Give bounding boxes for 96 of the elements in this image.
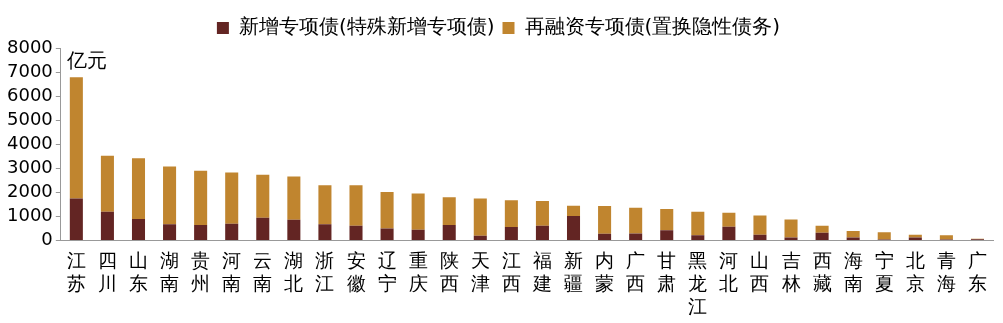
x-tick-label: 湖南 bbox=[160, 248, 180, 294]
bar bbox=[815, 225, 829, 233]
bar bbox=[349, 185, 363, 226]
x-tick-label: 四川 bbox=[97, 248, 117, 294]
x-tick-label: 内蒙 bbox=[595, 248, 615, 294]
bar bbox=[691, 211, 705, 236]
x-tick-label: 陕西 bbox=[439, 248, 459, 294]
bar bbox=[131, 218, 146, 241]
x-tick-label: 福建 bbox=[531, 248, 552, 294]
bar bbox=[660, 209, 674, 231]
bar bbox=[784, 237, 798, 241]
y-axis-title: 亿元 bbox=[65, 48, 107, 73]
bar bbox=[722, 212, 736, 227]
bar bbox=[163, 224, 177, 241]
bar bbox=[318, 224, 332, 241]
bar bbox=[473, 198, 487, 236]
x-tick-label: 新疆 bbox=[564, 248, 584, 294]
bar bbox=[442, 197, 456, 225]
y-tick-label: 7000 bbox=[7, 59, 53, 81]
x-tick-label: 山西 bbox=[750, 248, 770, 294]
y-tick-label: 3000 bbox=[7, 156, 53, 178]
x-tick-label: 湖北 bbox=[284, 248, 304, 294]
bar bbox=[691, 235, 705, 241]
bar bbox=[349, 225, 363, 241]
bar bbox=[629, 207, 643, 234]
bar bbox=[846, 237, 860, 241]
y-tick-label: 0 bbox=[41, 228, 53, 250]
x-tick-label: 山东 bbox=[128, 248, 148, 294]
bar bbox=[225, 172, 239, 224]
x-tick-label: 吉林 bbox=[780, 248, 801, 294]
x-tick-label: 海南 bbox=[843, 248, 863, 294]
y-tick-label: 8000 bbox=[7, 35, 53, 57]
bar bbox=[504, 227, 518, 241]
x-tick-label: 江苏 bbox=[66, 248, 86, 294]
bar bbox=[411, 229, 425, 241]
x-tick-label: 重庆 bbox=[408, 248, 428, 294]
x-tick-label: 广西 bbox=[626, 248, 646, 294]
bar bbox=[566, 205, 581, 217]
bar bbox=[598, 233, 612, 241]
bar bbox=[287, 219, 301, 241]
bar bbox=[318, 185, 332, 225]
x-tick-label: 天津 bbox=[470, 248, 490, 294]
bar bbox=[411, 193, 425, 230]
x-tick-label: 青海 bbox=[936, 248, 956, 294]
x-tick-label: 广东 bbox=[967, 248, 987, 294]
bar bbox=[100, 211, 114, 241]
bar bbox=[753, 215, 767, 235]
bar bbox=[504, 200, 518, 228]
x-tick-label: 甘肃 bbox=[657, 248, 677, 294]
y-tick-label: 1000 bbox=[7, 204, 53, 226]
legend-label: 新增专项债(特殊新增专项债) bbox=[238, 14, 495, 39]
bar bbox=[535, 225, 549, 241]
y-tick-label: 6000 bbox=[7, 83, 53, 105]
x-tick-label: 安徽 bbox=[346, 248, 366, 294]
bar bbox=[194, 224, 208, 241]
bar bbox=[473, 235, 487, 241]
bar bbox=[442, 224, 456, 241]
y-tick-label: 5000 bbox=[7, 107, 53, 129]
x-tick-label: 河北 bbox=[719, 248, 739, 294]
x-tick-label: 河南 bbox=[222, 248, 242, 294]
bar bbox=[629, 233, 643, 241]
bar bbox=[256, 174, 270, 218]
bar bbox=[69, 77, 83, 199]
x-tick-label: 黑龙江 bbox=[688, 248, 708, 317]
x-tick-label: 浙江 bbox=[315, 248, 335, 294]
bar bbox=[535, 200, 549, 226]
bar bbox=[163, 166, 177, 225]
x-tick-label: 辽宁 bbox=[377, 248, 397, 294]
bar bbox=[380, 228, 394, 241]
bar bbox=[598, 205, 612, 234]
bar bbox=[939, 235, 953, 240]
bar bbox=[566, 216, 581, 241]
x-tick-label: 宁夏 bbox=[874, 248, 894, 294]
bar bbox=[287, 176, 301, 220]
bar bbox=[194, 170, 208, 225]
legend-label: 再融资专项债(置换隐性债务) bbox=[524, 14, 781, 39]
bar bbox=[815, 232, 829, 241]
y-tick-label: 2000 bbox=[7, 180, 53, 202]
bar bbox=[380, 191, 394, 229]
bar bbox=[722, 226, 736, 241]
x-tick-label: 北京 bbox=[905, 248, 925, 294]
x-tick-label: 西藏 bbox=[812, 248, 832, 294]
bar bbox=[225, 223, 239, 241]
bar bbox=[660, 230, 674, 241]
bar bbox=[877, 232, 891, 240]
bar bbox=[131, 158, 146, 219]
bar bbox=[100, 155, 114, 212]
bar bbox=[753, 234, 767, 241]
x-tick-label: 云南 bbox=[253, 248, 273, 294]
bar bbox=[69, 198, 83, 241]
bar bbox=[256, 217, 270, 241]
x-tick-label: 江西 bbox=[501, 248, 521, 294]
bar bbox=[784, 219, 798, 238]
y-tick-label: 4000 bbox=[7, 131, 53, 153]
x-tick-label: 贵州 bbox=[191, 248, 211, 294]
bar bbox=[846, 230, 860, 238]
